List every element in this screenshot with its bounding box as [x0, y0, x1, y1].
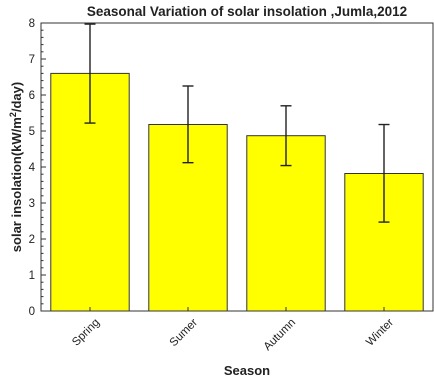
- x-tick-label: Sumer: [168, 317, 201, 350]
- x-tick-label: Winter: [364, 317, 396, 349]
- y-tick-label: 0: [29, 306, 35, 318]
- y-tick-label: 3: [29, 198, 35, 210]
- y-tick-label: 5: [29, 126, 35, 138]
- y-tick-label: 4: [29, 162, 36, 174]
- y-axis-label-main: solar insolation(kW/m: [9, 117, 24, 252]
- y-axis-label-superscript: 2: [8, 112, 18, 117]
- y-axis-label-end: /day): [9, 82, 24, 112]
- y-tick-label: 1: [29, 270, 35, 282]
- x-tick-label: Spring: [70, 317, 102, 349]
- x-axis-label: Season: [224, 363, 270, 378]
- y-tick-label: 6: [29, 90, 35, 102]
- y-tick-label: 8: [29, 18, 35, 30]
- y-tick-label: 7: [29, 54, 35, 66]
- plot-region: Spring Sumer Autumn Winter 0 1 2 3 4 5 6 7 8: [29, 18, 434, 354]
- y-tick-label: 2: [29, 234, 35, 246]
- chart-title: Seasonal Variation of solar insolation ,…: [87, 4, 407, 19]
- x-tick-label: Autumn: [262, 317, 299, 354]
- y-axis-label: solar insolation(kW/m2/day): [8, 82, 24, 252]
